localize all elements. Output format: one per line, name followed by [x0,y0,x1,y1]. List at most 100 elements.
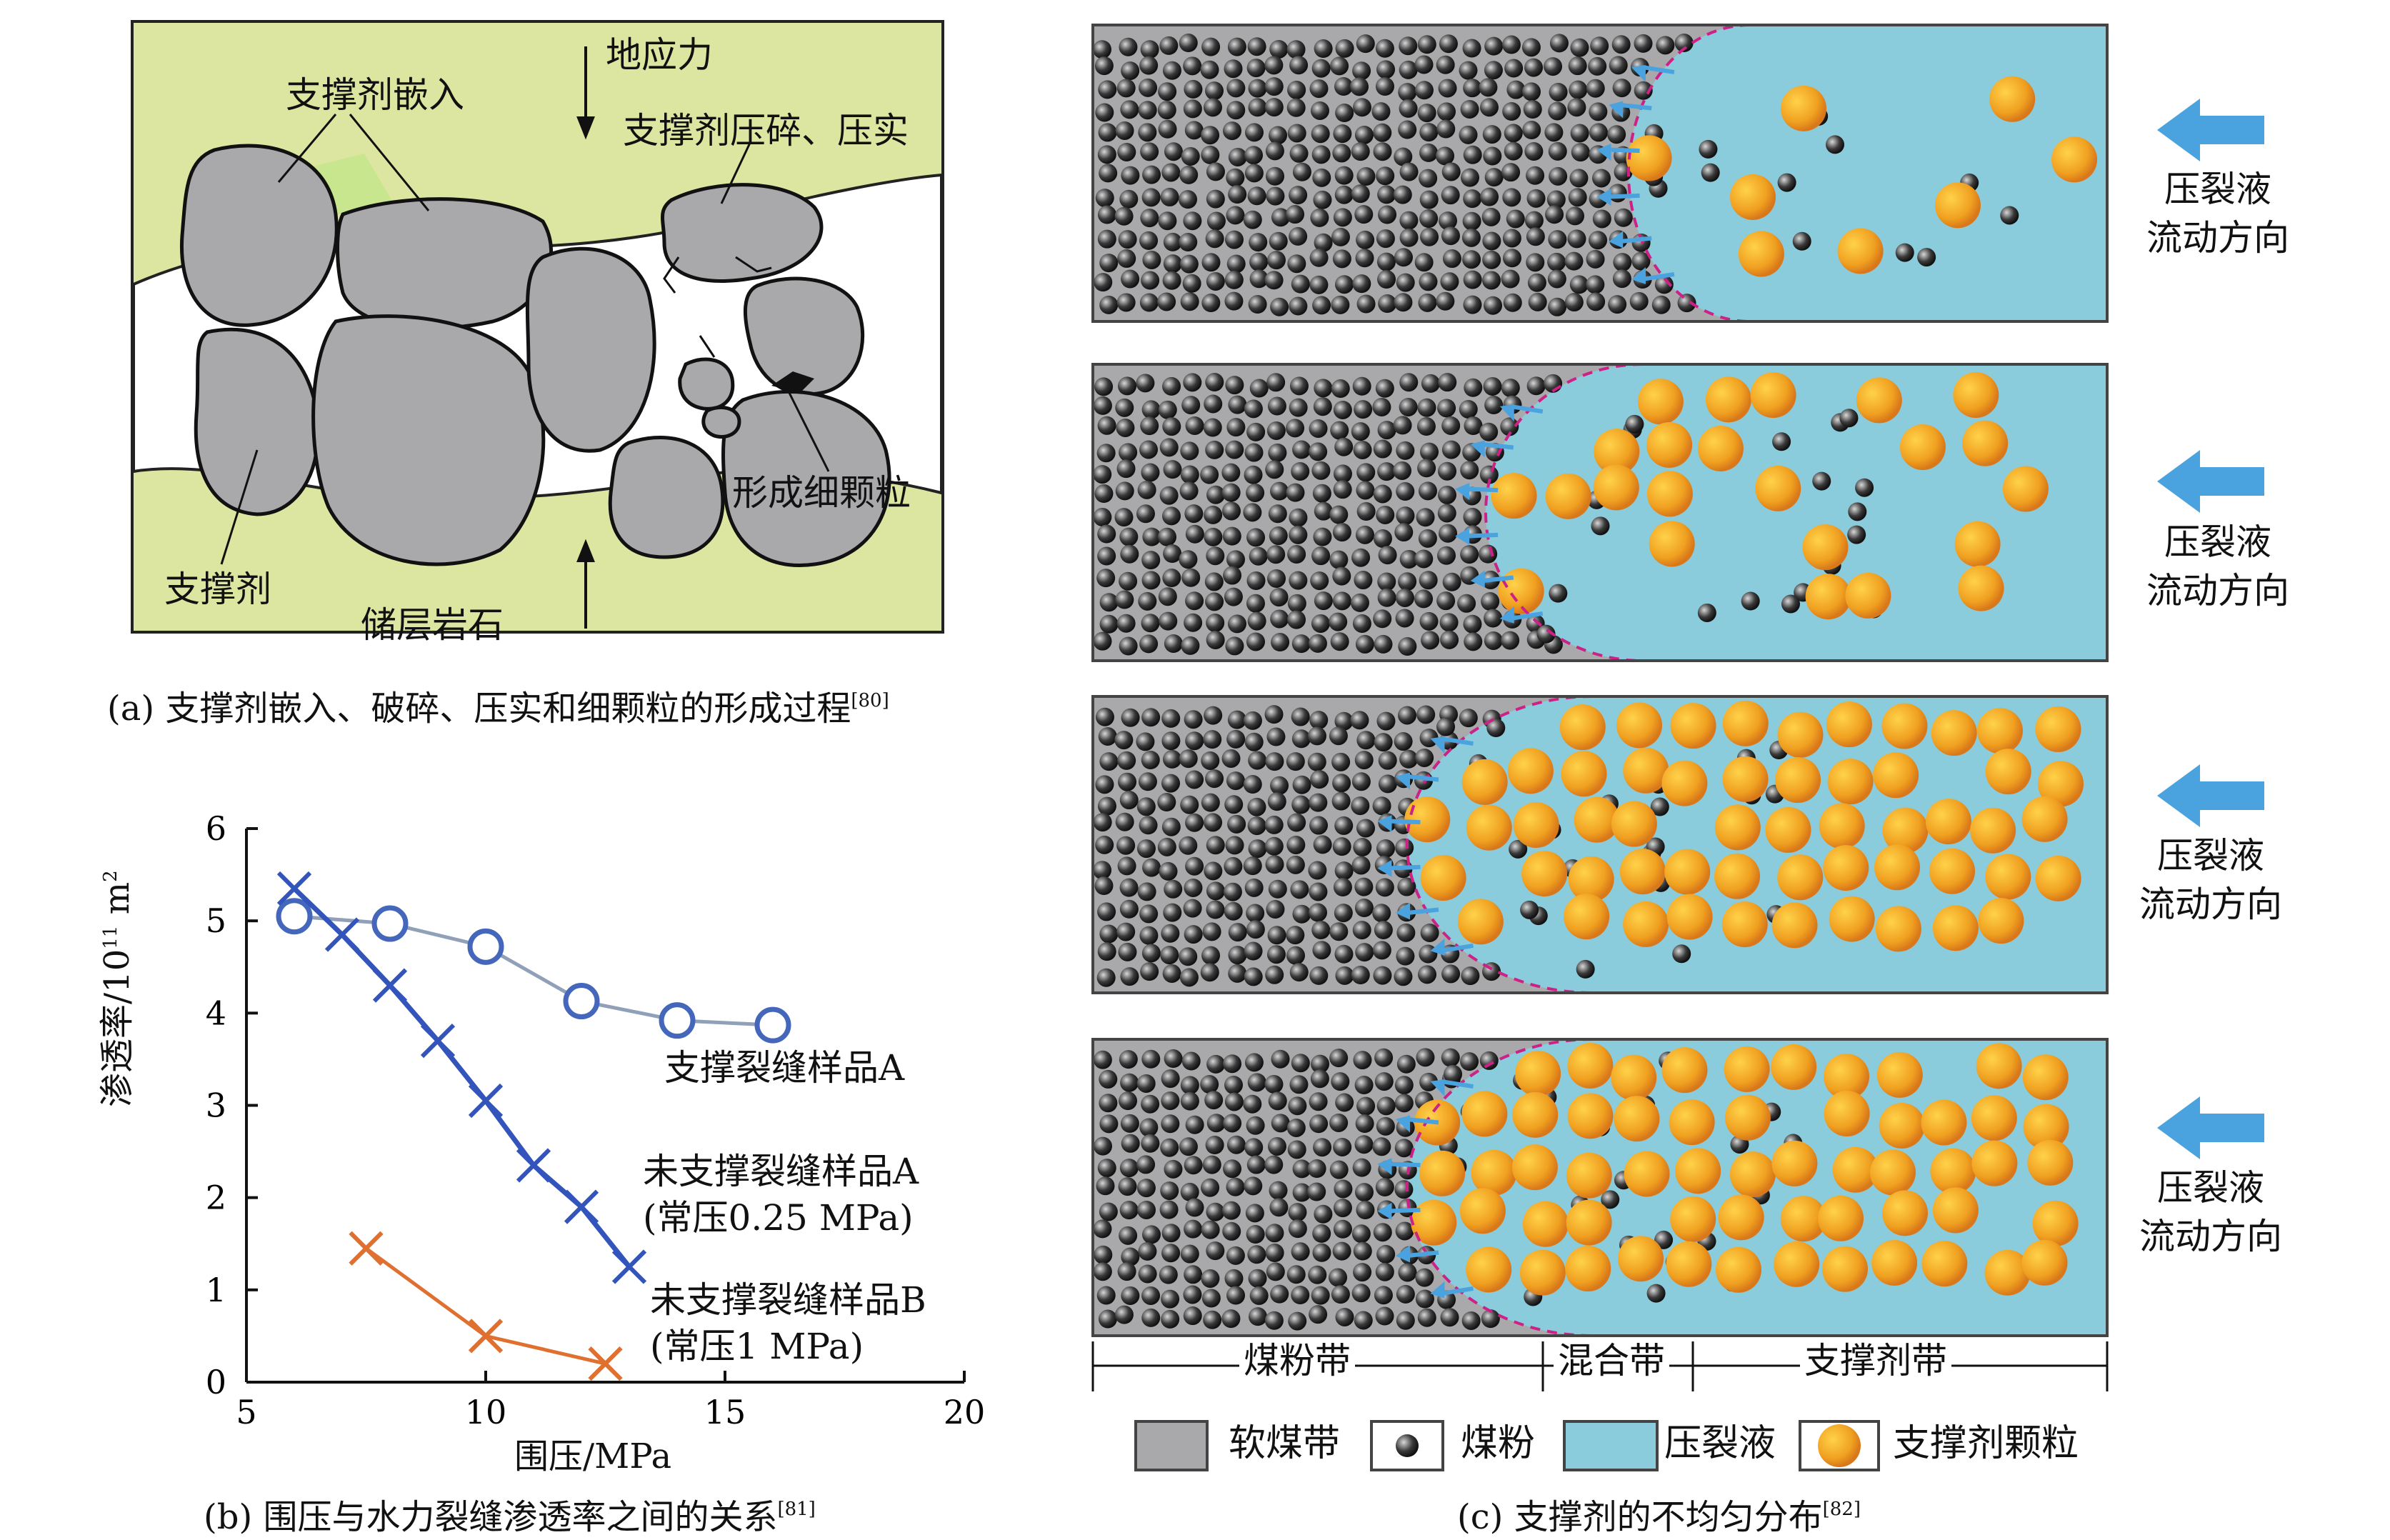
data-point [754,1006,791,1044]
zone-mixed-label: 混合带 [1554,1343,1669,1379]
proppant-particles [1626,76,2098,277]
legend-swatch-soft-coal [1134,1420,1209,1471]
flow-arrow-small [1377,815,1421,833]
panel-frame [1091,695,2109,994]
data-point [467,928,504,965]
x-tick-label: 10 [465,1393,507,1431]
y-tick-label: 6 [206,809,226,848]
series-label-a-note: (常压0.25 MPa) [643,1197,914,1239]
series-label-b-note: (常压1 MPa) [650,1326,864,1367]
flow-arrow-small [1395,772,1439,790]
data-point [349,1231,384,1266]
legend-proppant-particle: 支撑剂颗粒 [1893,1422,2079,1465]
flow-arrow-small [1377,1202,1421,1220]
leader-lines [220,114,830,565]
data-point [468,1319,504,1354]
flow-arrow-small [1395,1245,1439,1263]
caption-c: (c) 支撑剂的不均匀分布[82] [1457,1497,1861,1537]
zone-coal-label: 煤粉带 [1239,1343,1355,1379]
stress-arrows [576,46,595,629]
coal-fines [1093,705,1796,987]
legend [1134,1420,1880,1471]
panel-a-diagram [131,20,944,634]
flow-arrow-small [1499,404,1544,422]
flow-arrow-small [1499,606,1544,624]
flow-label-4: 压裂液 流动方向 [2139,1167,2282,1257]
flow-arrow-small [1430,938,1474,956]
series-label-a-unpropped: 未支撑裂缝样品A [643,1151,919,1192]
y-tick-label: 4 [206,994,226,1032]
flow-arrow-small [1430,1281,1474,1299]
panel-frame [1091,24,2109,323]
legend-coal-fines: 煤粉 [1461,1422,1536,1465]
flow-arrow-small [1395,902,1439,920]
permeability-chart: 5 10 15 20 0 1 2 3 4 5 6 [206,809,986,1431]
y-tick-label: 5 [206,901,226,940]
fracture-panel-1 [1091,24,2109,323]
panel-c-diagram [1091,24,2264,1471]
fine-particle [771,371,814,393]
crack-lines [663,256,772,358]
data-point [611,1249,647,1284]
data-point [516,1148,551,1183]
x-tick-label: 15 [704,1393,746,1431]
flow-direction-arrow-4 [2157,1096,2264,1159]
boundary-arc [1627,24,1751,323]
flow-direction-arrow-3 [2157,764,2264,827]
label-rock: 储层岩石 [361,604,504,646]
zone-proppant-label: 支撑剂带 [1800,1343,1951,1379]
label-embed: 支撑剂嵌入 [286,74,464,116]
flow-arrow-small [1470,570,1514,588]
caption-b: (b) 围压与水力裂缝渗透率之间的关系[81] [204,1497,816,1537]
caption-a: (a) 支撑剂嵌入、破碎、压实和细颗粒的形成过程[80] [107,689,889,729]
data-point [564,1189,599,1224]
proppant-particles [1404,700,2084,952]
flow-arrow-small [1631,64,1675,83]
flow-arrow-small [1470,440,1514,458]
x-tick-label: 5 [236,1393,256,1431]
flow-arrow-small [1609,231,1652,249]
coal-fines [1093,34,2019,316]
series-label-b-unpropped: 未支撑裂缝样品B [650,1279,926,1321]
data-point [324,917,360,952]
y-tick-label: 1 [206,1271,226,1309]
boundary-arc [1406,695,1594,994]
flow-arrow-small [1455,527,1499,545]
series-line-0 [294,914,774,1027]
flow-direction-arrow-2 [2157,450,2264,513]
flow-arrow-small [1377,1158,1421,1176]
proppant-particles [1491,372,2049,620]
flow-direction-arrow-1 [2157,99,2264,161]
fracture-panel-2 [1091,363,2109,662]
legend-soft-coal: 软煤带 [1229,1422,1341,1465]
flow-arrow-small [1430,736,1474,754]
data-point [588,1346,623,1381]
flow-arrow-small [1609,101,1652,119]
data-point [276,898,313,935]
data-point [420,1023,456,1059]
flow-arrow-small [1596,188,1640,206]
legend-frac-fluid: 压裂液 [1664,1422,1776,1465]
flow-label-2: 压裂液 流动方向 [2146,521,2289,611]
flow-label-1: 压裂液 流动方向 [2146,169,2289,259]
chart-xlabel: 围压/MPa [514,1436,672,1476]
flow-arrow-small [1631,266,1675,284]
label-proppant: 支撑剂 [164,569,271,610]
chart-ylabel: 渗透率/1011 m2 [97,870,137,1107]
boundary-arc [1406,1038,1594,1337]
data-point [372,968,408,1003]
data-point [563,983,600,1020]
flow-arrow-small [1395,1115,1439,1133]
y-tick-label: 2 [206,1179,226,1217]
proppant-grains [179,144,891,567]
series-line-2 [365,1246,606,1366]
label-stress: 地应力 [606,34,713,76]
label-crush: 支撑剂压碎、压实 [623,110,909,151]
y-tick-label: 3 [206,1086,226,1125]
data-point [659,1002,696,1039]
series-label-a-propped: 支撑裂缝样品A [664,1047,905,1089]
flow-arrow-small [1377,859,1421,877]
fracture-panel-3 [1091,695,2109,994]
panel-frame [1091,363,2109,662]
data-point [371,905,409,942]
